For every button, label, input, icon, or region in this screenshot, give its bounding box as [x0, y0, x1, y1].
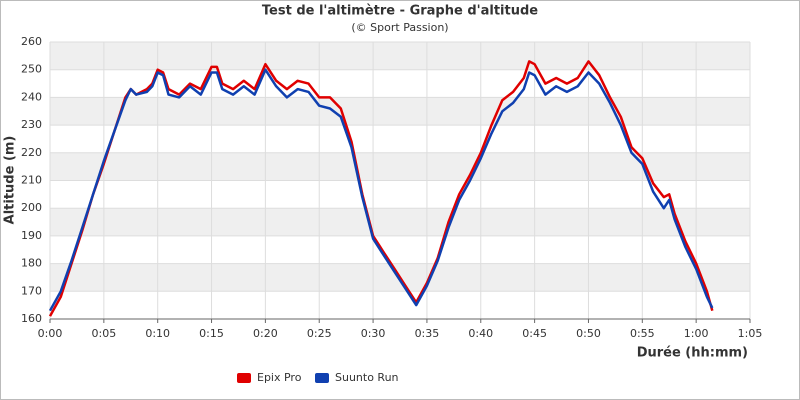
y-tick-label: 260 [21, 35, 42, 48]
y-tick-label: 220 [21, 146, 42, 159]
grid-band [50, 208, 750, 236]
x-tick-label: 0:05 [91, 327, 116, 340]
x-tick-label: 0:55 [630, 327, 655, 340]
x-tick-label: 0:25 [307, 327, 332, 340]
x-tick-label: 0:30 [361, 327, 386, 340]
legend-swatch [315, 373, 329, 383]
chart-title: Test de l'altimètre - Graphe d'altitude [262, 4, 538, 19]
legend-swatch [237, 373, 251, 383]
x-tick-label: 0:35 [415, 327, 440, 340]
chart-subtitle: (© Sport Passion) [351, 21, 448, 34]
x-tick-label: 1:05 [738, 327, 763, 340]
x-axis-title: Durée (hh:mm) [637, 346, 748, 361]
x-tick-label: 0:00 [38, 327, 63, 340]
x-tick-label: 0:20 [253, 327, 278, 340]
legend-label: Epix Pro [257, 371, 302, 384]
grid-band [50, 42, 750, 70]
x-tick-label: 0:50 [576, 327, 601, 340]
y-tick-label: 210 [21, 174, 42, 187]
y-tick-label: 160 [21, 312, 42, 325]
legend-label: Suunto Run [335, 371, 399, 384]
y-tick-label: 190 [21, 229, 42, 242]
x-tick-label: 0:10 [145, 327, 170, 340]
x-tick-label: 0:40 [468, 327, 493, 340]
y-tick-label: 250 [21, 63, 42, 76]
y-axis-title: Altitude (m) [3, 136, 18, 225]
line-series [48, 68, 714, 312]
y-tick-label: 170 [21, 284, 42, 297]
x-tick-label: 1:00 [684, 327, 709, 340]
y-tick-label: 240 [21, 90, 42, 103]
grid-band [50, 97, 750, 126]
x-tick-label: 0:15 [199, 327, 224, 340]
y-tick-label: 230 [21, 118, 42, 131]
grid-band [50, 152, 750, 181]
y-tick-label: 180 [21, 257, 42, 270]
y-tick-label: 200 [21, 201, 42, 214]
x-tick-label: 0:45 [522, 327, 547, 340]
